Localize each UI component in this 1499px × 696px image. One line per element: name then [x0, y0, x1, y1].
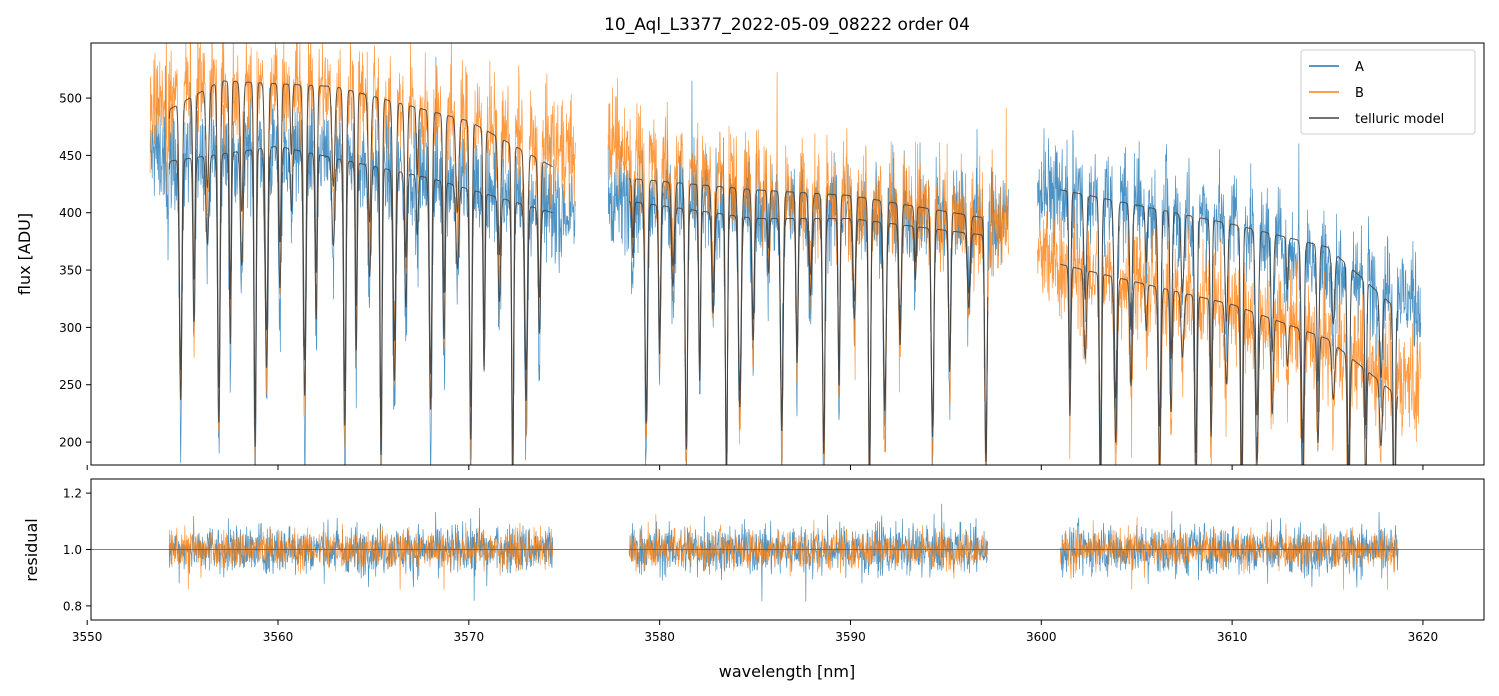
legend-label-b: B	[1355, 86, 1364, 101]
legend: A B telluric model	[1300, 49, 1476, 135]
chart-title: 10_Aql_L3377_2022-05-09_08222 order 04	[604, 15, 970, 35]
residual-b-segment-3	[1060, 517, 1399, 590]
residual-x-ticks: 3550 3560 3570 3580 3590 3600 3610 3620	[72, 620, 1438, 644]
residual-x-tick-label-3620: 3620	[1408, 630, 1439, 644]
flux-y-tick-label-400: 400	[59, 206, 82, 220]
residual-x-tick-label-3560: 3560	[263, 630, 294, 644]
flux-y-tick-label-500: 500	[59, 92, 82, 106]
residual-x-tick-label-3590: 3590	[835, 630, 866, 644]
flux-y-tick-label-450: 450	[59, 149, 82, 163]
residual-panel: 3550 3560 3570 3580 3590 3600 3610 3620 0.8 1.0 1…	[22, 478, 1485, 681]
telluric-model-line-1	[168, 146, 553, 465]
legend-label-telluric-model: telluric model	[1355, 112, 1444, 127]
flux-y-tick-label-350: 350	[59, 264, 82, 278]
flux-x-ticks	[86, 465, 1424, 470]
flux-panel: 200 250 300 350 400 450 500 flux [ADU]	[15, 42, 1485, 470]
flux-axes-frame	[90, 42, 1485, 466]
telluric-model-line-2	[168, 80, 553, 446]
flux-y-tick-label-250: 250	[59, 378, 82, 392]
telluric-model-line-6	[1060, 263, 1399, 465]
residual-y-ticks: 0.8 1.0 1.2	[63, 487, 91, 613]
residual-y-axis-label: residual	[22, 518, 41, 581]
flux-y-ticks: 200 250 300 350 400 450 500	[59, 92, 91, 450]
series-b-segment-3	[1037, 204, 1422, 465]
flux-y-axis-label: flux [ADU]	[15, 213, 34, 295]
residual-a-segment-3	[1060, 511, 1399, 588]
residual-series-b	[168, 513, 1399, 590]
residual-x-tick-label-3580: 3580	[644, 630, 675, 644]
flux-y-tick-label-300: 300	[59, 321, 82, 335]
residual-plot-area	[91, 503, 1484, 602]
residual-b-segment-2	[628, 513, 989, 579]
residual-x-tick-label-3570: 3570	[454, 630, 485, 644]
x-axis-label: wavelength [nm]	[719, 662, 856, 681]
legend-box	[1300, 49, 1476, 135]
telluric-model-line-4	[629, 177, 989, 465]
telluric-model-series	[168, 80, 1399, 465]
flux-plot-area	[149, 43, 1422, 465]
residual-x-tick-label-3610: 3610	[1217, 630, 1248, 644]
residual-b-segment-1	[168, 517, 554, 590]
flux-y-tick-label-200: 200	[59, 436, 82, 450]
residual-y-tick-label-0.8: 0.8	[63, 599, 82, 613]
residual-y-tick-label-1.2: 1.2	[63, 487, 82, 501]
residual-x-tick-label-3550: 3550	[72, 630, 103, 644]
legend-label-a: A	[1355, 60, 1364, 75]
telluric-model-line-5	[1060, 189, 1399, 465]
residual-x-tick-label-3600: 3600	[1026, 630, 1057, 644]
residual-y-tick-label-1: 1.0	[63, 543, 82, 557]
